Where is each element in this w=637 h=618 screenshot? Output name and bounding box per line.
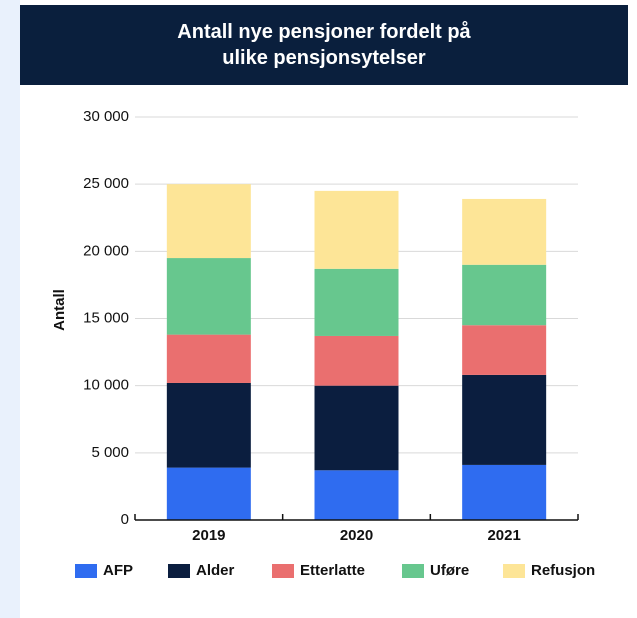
bar-segment (462, 464, 547, 520)
title-bar (20, 5, 628, 85)
bar-segment (166, 258, 251, 335)
x-tick-label: 2021 (487, 527, 520, 544)
bar-segment (314, 335, 399, 386)
bar-segment (314, 385, 399, 471)
legend-label: Alder (196, 562, 235, 579)
bar-segment (166, 382, 251, 468)
legend-swatch (272, 564, 294, 578)
y-tick-label: 5 000 (91, 444, 129, 461)
y-tick-label: 0 (121, 511, 129, 528)
bar-segment (314, 470, 399, 520)
bar-segment (166, 184, 251, 259)
bar-segment (314, 268, 399, 336)
y-axis-label: Antall (51, 289, 68, 331)
chart-title: Antall nye pensjoner fordelt på ulike pen… (177, 20, 471, 69)
y-tick-label: 15 000 (83, 309, 129, 326)
y-tick-label: 10 000 (83, 377, 129, 394)
legend-swatch (503, 564, 525, 578)
bar-segment (462, 325, 547, 375)
x-tick-label: 2019 (192, 527, 225, 544)
bar-segment (462, 198, 547, 265)
bar-segment (314, 190, 399, 269)
y-tick-label: 25 000 (83, 175, 129, 192)
bar-segment (462, 374, 547, 465)
legend-label: Uføre (430, 562, 469, 579)
x-tick-label: 2020 (340, 527, 373, 544)
legend-label: Refusjon (531, 562, 595, 579)
legend-swatch (402, 564, 424, 578)
bar-segment (462, 264, 547, 326)
legend-swatch (75, 564, 97, 578)
legend-swatch (168, 564, 190, 578)
bar-segment (166, 334, 251, 383)
legend-label: AFP (103, 562, 133, 579)
bar-segment (166, 467, 251, 520)
y-tick-label: 30 000 (83, 108, 129, 125)
legend-label: Etterlatte (300, 562, 365, 579)
y-tick-label: 20 000 (83, 242, 129, 259)
